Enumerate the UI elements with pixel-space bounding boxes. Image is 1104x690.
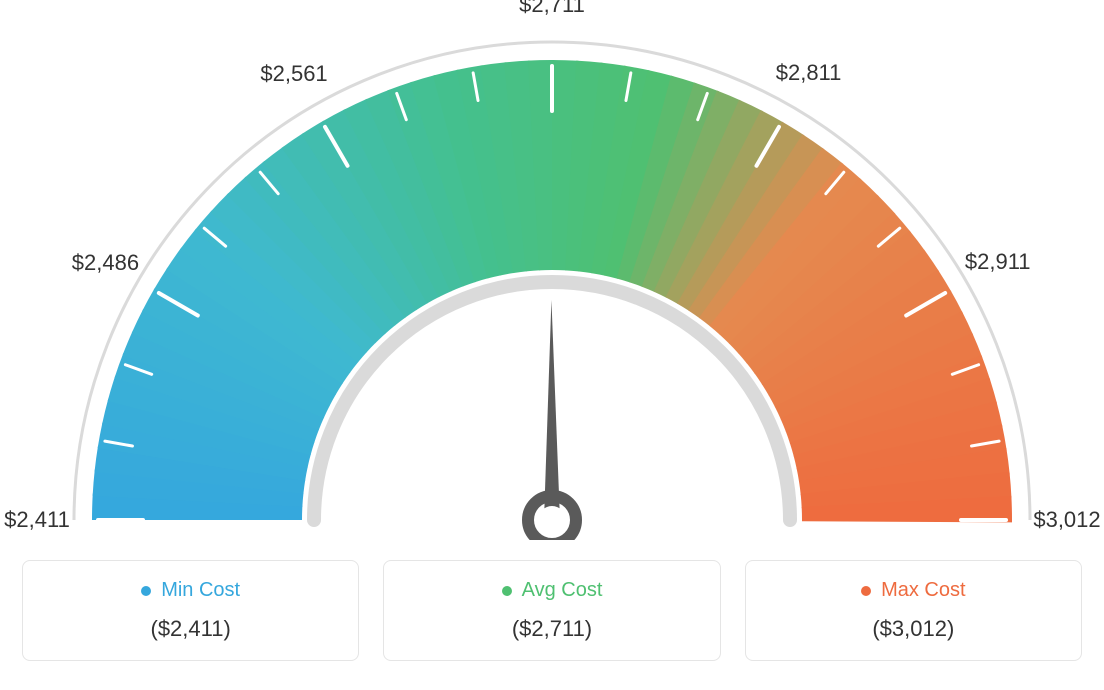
legend-value: ($3,012): [872, 616, 954, 642]
gauge-tick-label: $3,012: [1033, 507, 1100, 533]
legend-card-avg: Avg Cost ($2,711): [383, 560, 720, 661]
legend-card-max: Max Cost ($3,012): [745, 560, 1082, 661]
legend-row: Min Cost ($2,411) Avg Cost ($2,711) Max …: [22, 560, 1082, 661]
dot-icon: [141, 586, 151, 596]
legend-card-min: Min Cost ($2,411): [22, 560, 359, 661]
legend-title-avg: Avg Cost: [502, 579, 603, 602]
legend-title-max: Max Cost: [861, 579, 965, 602]
gauge-tick-label: $2,411: [4, 507, 70, 533]
legend-label: Avg Cost: [522, 579, 603, 602]
legend-title-min: Min Cost: [141, 579, 240, 602]
gauge-tick-label: $2,811: [776, 60, 842, 86]
dot-icon: [861, 586, 871, 596]
gauge-tick-label: $2,486: [72, 250, 139, 276]
gauge-tick-label: $2,561: [260, 61, 327, 87]
gauge-svg: [22, 20, 1082, 540]
legend-value: ($2,411): [151, 616, 231, 642]
gauge-tick-label: $2,911: [965, 249, 1031, 275]
legend-value: ($2,711): [512, 616, 592, 642]
cost-gauge-chart: $2,411$2,486$2,561$2,711$2,811$2,911$3,0…: [22, 20, 1082, 540]
dot-icon: [502, 586, 512, 596]
legend-label: Min Cost: [161, 579, 240, 602]
legend-label: Max Cost: [881, 579, 965, 602]
gauge-tick-label: $2,711: [519, 0, 585, 18]
